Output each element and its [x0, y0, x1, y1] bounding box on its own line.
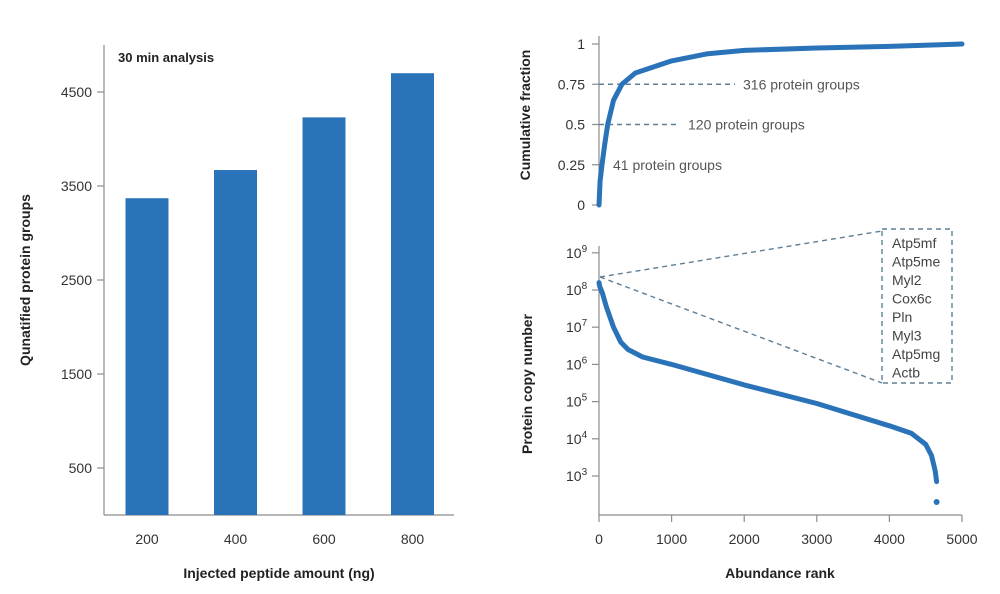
tick-base: 10	[566, 431, 582, 447]
bar-x-tick-label: 600	[312, 531, 336, 547]
cum-annotation-label: 41 protein groups	[613, 157, 722, 173]
bar-y-ticks: 500 1500 2500 3500 4500	[61, 84, 104, 476]
copy-x-tick-label: 3000	[801, 531, 832, 547]
tick-base: 10	[566, 356, 582, 372]
cumulative-curve	[596, 41, 965, 208]
top-protein-list: Atp5mf Atp5me Myl2 Cox6c Pln Myl3 Atp5mg Actb	[892, 235, 940, 381]
copy-y-tick-label: 104	[566, 430, 588, 447]
top-protein-label: Pln	[892, 309, 912, 325]
copy-y-tick-label: 105	[566, 393, 588, 410]
tick-base: 10	[566, 282, 582, 298]
tick-exponent: 3	[582, 467, 588, 478]
tick-base: 10	[566, 468, 582, 484]
tick-base: 10	[566, 245, 582, 261]
bar-chart: 30 min analysis 500 1500 2500 3500 4500 200 4…	[17, 45, 454, 581]
top-protein-label: Atp5me	[892, 254, 940, 270]
tick-exponent: 9	[582, 244, 588, 255]
bar-x-tick-label: 800	[401, 531, 425, 547]
copy-x-ticks: 0 1000 2000 3000 4000 5000	[595, 515, 978, 547]
zoom-line-bottom	[599, 276, 883, 384]
copy-number-curve	[596, 280, 940, 485]
top-protein-label: Myl3	[892, 328, 922, 344]
bar-y-tick-label: 1500	[61, 366, 92, 382]
copy-x-tick-label: 5000	[946, 531, 977, 547]
cum-y-ticks: 0 0.25 0.5 0.75 1	[558, 36, 599, 213]
top-protein-label: Atp5mf	[892, 235, 936, 251]
bar	[214, 170, 257, 515]
copy-x-tick-label: 0	[595, 531, 603, 547]
cumulative-chart: 0 0.25 0.5 0.75 1 41 protein groups 120 prote…	[517, 36, 965, 213]
bar-x-ticks: 200 400 600 800	[135, 531, 424, 547]
bar	[391, 73, 434, 515]
bars	[125, 73, 434, 515]
top-protein-label: Actb	[892, 365, 920, 381]
copy-y-tick-label: 109	[566, 244, 588, 261]
copy-x-tick-label: 1000	[656, 531, 687, 547]
copy-y-tick-label: 106	[566, 355, 588, 372]
cum-y-tick-label: 0.5	[566, 117, 586, 133]
tick-exponent: 8	[582, 281, 588, 292]
copy-y-axis-label: Protein copy number	[519, 313, 535, 454]
bar-chart-title: 30 min analysis	[118, 50, 214, 65]
bar-y-tick-label: 2500	[61, 272, 92, 288]
tick-base: 10	[566, 394, 582, 410]
cum-y-axis-label: Cumulative fraction	[517, 50, 533, 181]
copy-x-tick-label: 4000	[874, 531, 905, 547]
bar-y-tick-label: 4500	[61, 84, 92, 100]
copy-x-tick-label: 2000	[729, 531, 760, 547]
tick-exponent: 6	[582, 355, 588, 366]
cum-y-tick-label: 0.75	[558, 76, 585, 92]
top-protein-label: Cox6c	[892, 291, 932, 307]
outlier-point	[933, 499, 940, 505]
cum-annotations: 41 protein groups 120 protein groups 316 p…	[599, 76, 860, 173]
top-protein-label: Atp5mg	[892, 346, 940, 362]
bar-x-tick-label: 400	[224, 531, 248, 547]
bar-x-axis-label: Injected peptide amount (ng)	[183, 565, 374, 581]
bar-y-tick-label: 3500	[61, 178, 92, 194]
top-protein-label: Myl2	[892, 272, 922, 288]
bar-x-tick-label: 200	[135, 531, 159, 547]
bar-y-axis-label: Qunatified protein groups	[17, 194, 33, 366]
copy-y-tick-label: 108	[566, 281, 588, 298]
copy-x-axis-label: Abundance rank	[725, 565, 835, 581]
bar	[302, 117, 346, 515]
tick-exponent: 4	[582, 430, 588, 441]
bar-y-tick-label: 500	[69, 460, 93, 476]
cum-y-tick-label: 0	[577, 197, 585, 213]
cum-y-tick-label: 0.25	[558, 157, 585, 173]
zoom-line-top	[599, 230, 883, 278]
tick-exponent: 5	[582, 393, 588, 404]
copy-y-tick-label: 107	[566, 318, 588, 335]
cum-y-tick-label: 1	[577, 36, 585, 52]
tick-exponent: 7	[582, 318, 588, 329]
tick-base: 10	[566, 319, 582, 335]
top-protein-box	[881, 228, 953, 384]
copy-y-tick-label: 103	[566, 467, 588, 484]
cum-annotation-label: 120 protein groups	[688, 117, 805, 133]
bar	[125, 198, 169, 515]
cum-annotation-label: 316 protein groups	[743, 76, 860, 92]
